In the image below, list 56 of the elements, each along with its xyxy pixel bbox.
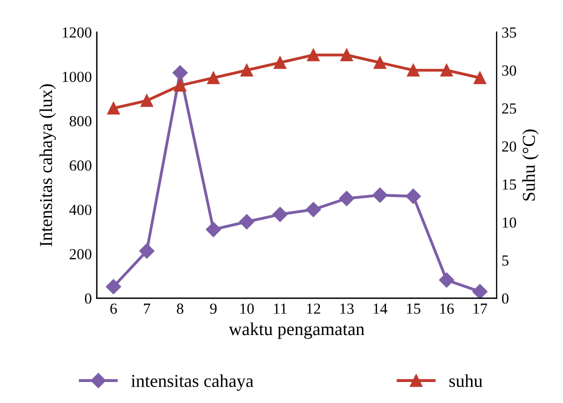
x-tick-label: 12 (307, 304, 320, 314)
point (206, 222, 221, 238)
y-tick-label: 1000 (62, 72, 92, 82)
y-tick-label: 1200 (62, 27, 92, 38)
y-axis-title: Intensitas cahaya (lux) (39, 84, 56, 246)
y2-axis-title: Suhu (°C) (522, 130, 539, 200)
point (207, 72, 220, 84)
point (274, 56, 286, 69)
point (174, 79, 186, 92)
point (439, 272, 454, 288)
y2-tick-label: 15 (502, 179, 516, 190)
x-tick-label: 11 (274, 304, 286, 314)
point (440, 64, 453, 76)
x-tick-label: 6 (110, 304, 117, 314)
y2-tick-label: 35 (502, 27, 516, 38)
point (272, 206, 288, 222)
x-axis-title: waktu pengamatan (228, 322, 364, 339)
y-tick-label: 600 (70, 160, 92, 171)
y2-tick-label: 0 (502, 293, 508, 304)
point (340, 48, 353, 62)
point (306, 202, 321, 218)
legend-label: suhu (449, 374, 482, 388)
point (407, 64, 420, 76)
x-tick-label: 7 (144, 304, 150, 314)
x-tick-label: 13 (340, 304, 354, 314)
point (472, 284, 488, 298)
y-tick-label: 800 (70, 116, 92, 126)
point (372, 188, 388, 203)
x-tick-label: 17 (474, 304, 488, 314)
y-tick-label: 200 (70, 249, 92, 260)
y2-tick-label: 25 (502, 103, 516, 114)
y2-tick-label: 5 (502, 256, 508, 266)
x-tick-label: 16 (440, 304, 454, 314)
point (406, 188, 421, 204)
y2-tick-label: 10 (502, 217, 516, 228)
y-tick-label: 0 (84, 293, 92, 304)
y2-tick-label: 20 (502, 141, 516, 152)
y-tick-label: 400 (69, 204, 92, 216)
point (140, 94, 154, 107)
x-tick-label: 14 (374, 304, 388, 314)
x-tick-label: 10 (240, 304, 254, 314)
point (339, 190, 354, 206)
x-tick-label: 8 (176, 304, 184, 314)
legend-label: intensitas cahaya (131, 374, 254, 391)
y2-tick-label: 30 (502, 65, 516, 76)
point (107, 102, 120, 114)
point (172, 65, 188, 80)
x-tick-label: 15 (406, 304, 420, 314)
point (474, 72, 486, 84)
point (139, 243, 154, 259)
point (240, 64, 253, 76)
point (307, 48, 320, 62)
point (374, 56, 386, 69)
x-tick-label: 9 (210, 304, 217, 314)
point (106, 279, 122, 294)
point (239, 214, 254, 230)
